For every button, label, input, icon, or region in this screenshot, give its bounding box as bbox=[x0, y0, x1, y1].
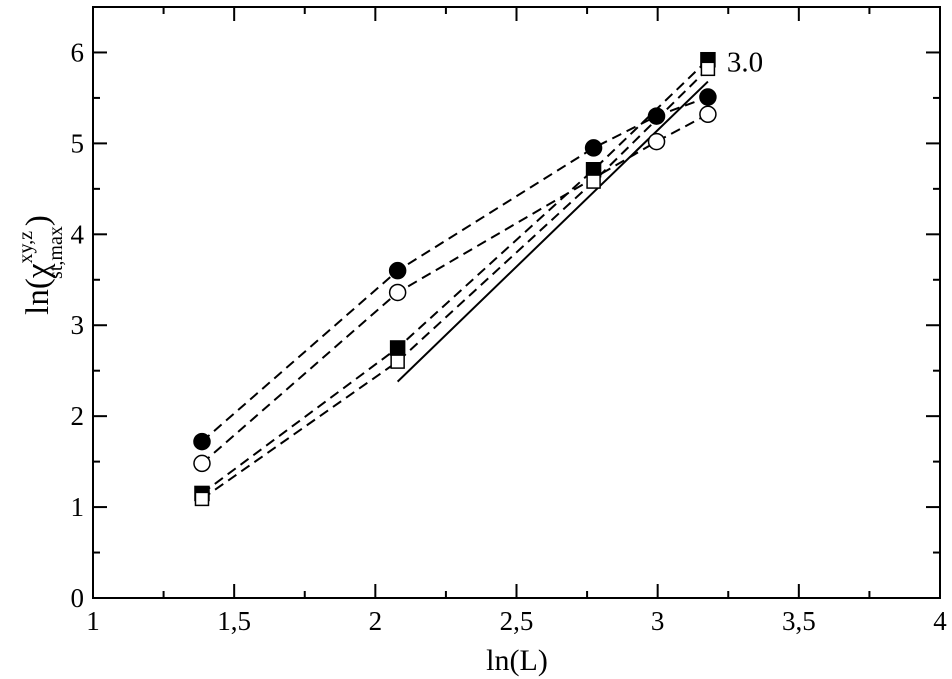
y-tick-label: 6 bbox=[71, 37, 85, 67]
y-tick-label: 3 bbox=[71, 310, 85, 340]
data-point-open-square bbox=[586, 174, 601, 189]
data-point-filled-circle bbox=[193, 432, 211, 451]
data-point-filled-circle bbox=[699, 88, 717, 106]
y-tick-label: 4 bbox=[71, 219, 85, 249]
x-tick-label: 3 bbox=[651, 606, 665, 636]
x-tick-label: 2,5 bbox=[500, 606, 534, 636]
data-point-open-square bbox=[390, 354, 405, 369]
data-point-open-square bbox=[700, 61, 716, 77]
series-line-filled-circle bbox=[201, 96, 709, 443]
series-line-filled-square bbox=[201, 59, 709, 495]
y-axis-title: ln(χxy,z st,max) bbox=[15, 215, 67, 315]
plot-frame bbox=[92, 6, 941, 599]
y-tick-label: 0 bbox=[71, 583, 85, 613]
data-point-filled-circle bbox=[388, 261, 407, 280]
y-axis-title-subscript: st,max bbox=[45, 226, 67, 279]
data-point-open-circle bbox=[388, 283, 407, 302]
data-point-open-circle bbox=[193, 454, 211, 473]
x-tick-label: 2 bbox=[369, 606, 383, 636]
data-point-open-square bbox=[194, 491, 210, 507]
data-point-filled-square bbox=[389, 340, 406, 356]
x-tick-label: 3,5 bbox=[782, 606, 816, 636]
x-axis-title: ln(L) bbox=[486, 644, 548, 677]
y-tick-label: 1 bbox=[71, 492, 85, 522]
x-tick-label: 1,5 bbox=[217, 606, 251, 636]
annotation-slope-label: 3.0 bbox=[727, 47, 763, 79]
data-point-filled-circle bbox=[584, 139, 603, 157]
plot-layer bbox=[193, 51, 717, 507]
x-tick-label: 4 bbox=[933, 606, 947, 636]
y-tick-label: 5 bbox=[71, 128, 85, 158]
x-tick-label: 1 bbox=[86, 606, 100, 636]
data-point-open-circle bbox=[699, 105, 717, 124]
series-line-open-circle bbox=[201, 113, 709, 465]
y-axis-title-superscript: xy,z bbox=[15, 231, 37, 264]
data-point-filled-circle bbox=[647, 107, 666, 125]
y-tick-label: 2 bbox=[71, 401, 85, 431]
y-axis-title-prefix: ln(χ bbox=[20, 263, 56, 315]
y-axis-title-suffix: ) bbox=[20, 215, 56, 226]
reference-slope-line bbox=[396, 80, 709, 383]
series-line-open-square bbox=[201, 68, 709, 500]
data-point-open-circle bbox=[647, 132, 666, 151]
